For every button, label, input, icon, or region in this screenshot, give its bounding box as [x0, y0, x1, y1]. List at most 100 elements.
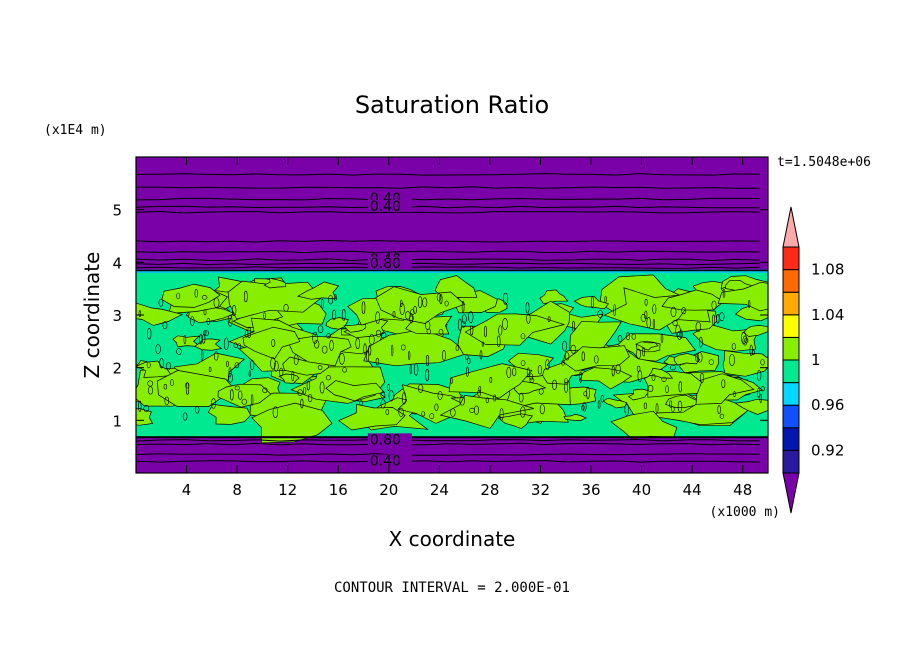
contour-loop	[717, 405, 721, 414]
colorbar-swatch	[782, 359, 800, 384]
saturation-cell	[161, 283, 221, 308]
contour-loop	[625, 332, 631, 341]
contour-loop	[526, 367, 530, 378]
contour-loop	[481, 341, 485, 347]
contour-loop	[646, 317, 651, 329]
contour-loop	[300, 398, 304, 409]
contour-loop	[262, 387, 268, 394]
x-tick-label: 44	[683, 481, 702, 499]
contour-loop	[248, 370, 251, 378]
contour-loop	[317, 365, 323, 370]
saturation-cell	[539, 289, 569, 305]
x-unit-label: (x1000 m)	[710, 505, 780, 520]
contour-loop	[201, 295, 208, 300]
contour-loop	[502, 317, 508, 330]
colorbar-swatch	[782, 291, 800, 316]
contour-loop	[647, 384, 654, 392]
contour-loop	[529, 377, 535, 383]
saturation-cell	[375, 286, 466, 324]
contour-loop	[586, 386, 590, 400]
contour-loop	[143, 404, 150, 413]
contour-loop	[270, 357, 276, 370]
contour-loop	[637, 370, 643, 382]
colorbar-level-label: 1	[811, 351, 821, 369]
contour-loop	[604, 295, 607, 304]
contour-loop	[400, 344, 406, 351]
saturation-cell	[717, 281, 768, 312]
x-tick-label: 8	[232, 481, 242, 499]
y-tick-label: 4	[112, 254, 122, 272]
contour-loop	[328, 295, 334, 305]
contour-loop	[312, 331, 318, 344]
y-tick-label: 3	[112, 307, 122, 325]
contour-loop	[470, 325, 474, 336]
contour-loop	[439, 294, 443, 305]
cloud-top-band	[136, 269, 768, 273]
contour-interval-footer: CONTOUR INTERVAL = 2.000E-01	[334, 580, 570, 596]
contour-loop	[640, 313, 647, 322]
contour-loop	[679, 329, 683, 339]
colorbar-swatch	[782, 404, 800, 429]
contour-loop	[408, 315, 414, 321]
contour-loop	[660, 333, 664, 343]
contour-loop	[375, 357, 380, 366]
contour-loop	[237, 343, 241, 350]
contour-loop	[185, 382, 190, 389]
contour-loop	[644, 310, 648, 320]
contour-loop	[458, 318, 462, 331]
contour-loop	[538, 388, 544, 395]
contour-label: 0.80	[370, 432, 401, 448]
contour-loop	[617, 335, 623, 343]
contour-line	[136, 460, 761, 463]
x-axis-title: X coordinate	[389, 527, 516, 551]
contour-loop	[247, 326, 252, 338]
contour-loop	[721, 379, 726, 389]
contour-loop	[163, 384, 168, 390]
contour-loop	[698, 336, 703, 348]
contour-loop	[695, 353, 699, 362]
contour-loop	[450, 377, 453, 384]
contour-loop	[590, 296, 594, 309]
contour-loop	[306, 380, 310, 391]
y-unit-label: (x1E4 m)	[44, 123, 107, 138]
contour-label: 0.80	[370, 256, 401, 272]
contour-loop	[425, 368, 430, 382]
contour-loop	[418, 384, 424, 393]
contour-loop	[429, 413, 435, 420]
contour-loop	[529, 373, 534, 381]
x-axis: 4 8 12 16 20 24 28 32 36 40 44 48	[182, 157, 752, 499]
saturation-cell	[194, 338, 223, 351]
contour-loop	[380, 331, 387, 339]
contour-loop	[564, 381, 569, 393]
contour-loop	[760, 386, 765, 392]
contour-loop	[520, 406, 526, 418]
contour-loop	[409, 364, 412, 375]
contour-loop	[545, 359, 550, 370]
saturation-cell	[743, 325, 768, 337]
colorbar-swatch	[782, 246, 800, 271]
saturation-cell	[286, 335, 352, 367]
contour-loop	[326, 333, 331, 339]
contour-loop	[388, 390, 394, 402]
contour-loop	[425, 354, 430, 367]
contour-loop	[669, 400, 672, 408]
colorbar-level-label: 0.96	[811, 396, 844, 414]
contour-loop	[271, 338, 276, 347]
contour-loop	[496, 335, 501, 347]
contour-loop	[733, 391, 736, 398]
contour-loop	[293, 354, 299, 366]
contour-loop	[426, 328, 431, 335]
contour-line	[136, 258, 761, 262]
contour-loop	[314, 340, 320, 349]
contour-loop	[461, 314, 467, 324]
contour-loop	[465, 354, 469, 360]
contour-loop	[461, 300, 465, 314]
contour-loop	[238, 390, 243, 400]
contour-loop	[422, 297, 428, 308]
contour-loop	[375, 311, 381, 324]
contour-loop	[444, 300, 449, 307]
saturation-cell	[207, 404, 252, 425]
contour-loop	[176, 348, 182, 355]
contour-loop	[442, 349, 446, 361]
contour-loop	[166, 362, 171, 371]
